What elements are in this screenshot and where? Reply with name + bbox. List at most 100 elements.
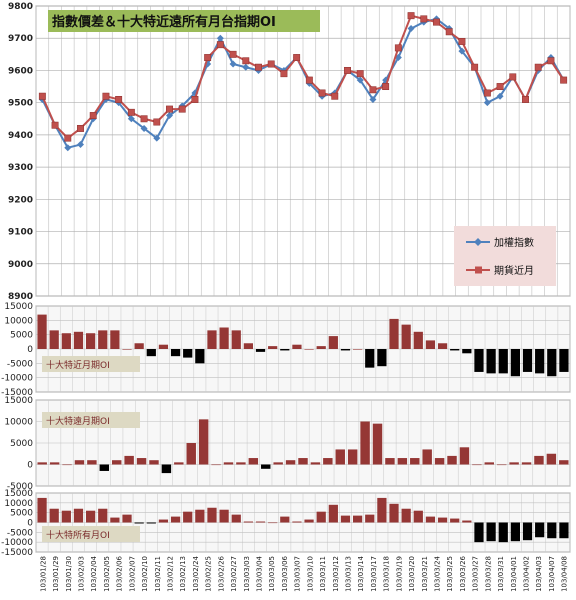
oi-bar bbox=[389, 503, 399, 523]
oi-bar bbox=[462, 349, 472, 354]
oi-bar bbox=[134, 522, 144, 524]
series-point bbox=[51, 121, 59, 129]
oi-bar bbox=[484, 462, 494, 465]
oi-y-tick-label: 0 bbox=[27, 461, 33, 471]
oi-bar bbox=[273, 462, 283, 465]
oi-bar bbox=[280, 349, 290, 351]
x-tick-label: 103/03/14 bbox=[357, 555, 365, 591]
oi-bar bbox=[219, 509, 229, 523]
oi-bar bbox=[422, 449, 432, 465]
oi-bar bbox=[136, 458, 147, 465]
chart-title: 指數價差＆十大特近遠所有月台指期OI bbox=[52, 14, 276, 30]
series-point bbox=[496, 83, 504, 91]
series-point bbox=[127, 108, 135, 116]
x-tick-label: 103/03/07 bbox=[294, 556, 302, 592]
oi-bar bbox=[243, 521, 253, 523]
oi-bar bbox=[372, 423, 383, 465]
x-tick-label: 103/02/03 bbox=[78, 556, 86, 592]
x-tick-label: 103/03/11 bbox=[319, 556, 327, 592]
oi-y-tick-label: 5000 bbox=[10, 509, 33, 519]
series-point bbox=[293, 54, 301, 62]
oi-bar bbox=[450, 349, 460, 351]
series-point bbox=[407, 12, 415, 20]
x-tick-label: 103/03/17 bbox=[370, 556, 378, 592]
oi-bar bbox=[413, 331, 423, 349]
oi-bar bbox=[410, 458, 420, 465]
oi-bar bbox=[365, 514, 375, 523]
oi-bar bbox=[486, 349, 496, 374]
x-tick-label: 103/03/13 bbox=[345, 556, 353, 592]
oi-bar bbox=[304, 349, 314, 350]
oi-bar bbox=[535, 349, 545, 374]
oi-panel-label-box bbox=[42, 412, 140, 428]
oi-bar bbox=[496, 464, 507, 466]
top-panel: 8900 9000 9100 9200 9300 9400 9500 9600 9700 9800… bbox=[8, 2, 571, 302]
top-y-tick-label: 9600 bbox=[8, 66, 33, 76]
oi-bar bbox=[61, 333, 71, 349]
oi-bar bbox=[447, 455, 457, 465]
oi-bar bbox=[37, 314, 47, 349]
oi-bar bbox=[122, 349, 132, 350]
oi-bar bbox=[170, 349, 181, 357]
series-point bbox=[64, 134, 72, 142]
x-tick-label: 103/02/10 bbox=[141, 556, 149, 592]
oi-bar bbox=[292, 521, 302, 523]
series-point bbox=[356, 70, 364, 78]
x-tick-label: 103/04/07 bbox=[548, 556, 556, 592]
oi-bar bbox=[385, 458, 395, 465]
series-point bbox=[216, 41, 224, 49]
x-tick-label: 103/02/06 bbox=[116, 555, 124, 591]
oi-bar bbox=[146, 522, 156, 524]
oi-bar bbox=[474, 349, 484, 372]
series-point bbox=[407, 25, 415, 33]
oi-bar bbox=[207, 330, 217, 349]
series-point bbox=[102, 92, 110, 100]
oi-bar bbox=[316, 511, 326, 523]
x-tick-label: 103/03/06 bbox=[281, 555, 289, 591]
top-y-tick-label: 9200 bbox=[8, 195, 33, 205]
series-point bbox=[547, 57, 555, 65]
oi-bar bbox=[146, 349, 156, 357]
oi-bar bbox=[243, 343, 253, 349]
top-y-tick-label: 9800 bbox=[8, 2, 33, 12]
legend-entry: 加權指數 bbox=[494, 236, 534, 249]
series-point bbox=[229, 60, 237, 68]
oi-bar bbox=[223, 462, 234, 465]
oi-bar bbox=[161, 464, 172, 474]
x-tick-label: 103/02/26 bbox=[217, 555, 225, 591]
oi-y-tick-label: 10000 bbox=[4, 316, 33, 326]
series-point bbox=[483, 89, 491, 97]
oi-bar bbox=[413, 510, 423, 523]
x-axis: 103/01/28 103/01/29 103/01/30 103/02/03 103/… bbox=[39, 555, 568, 591]
oi-bar bbox=[110, 330, 120, 349]
oi-bar bbox=[280, 516, 290, 523]
oi-bar bbox=[377, 497, 387, 523]
oi-bar bbox=[547, 522, 557, 539]
oi-bar bbox=[112, 460, 122, 465]
x-tick-label: 103/02/13 bbox=[179, 556, 187, 592]
x-tick-label: 103/03/20 bbox=[408, 556, 416, 592]
oi-bar bbox=[207, 507, 217, 523]
series-point bbox=[458, 37, 466, 45]
x-tick-label: 103/03/28 bbox=[484, 556, 492, 592]
x-tick-label: 103/03/10 bbox=[306, 556, 314, 592]
oi-bar bbox=[268, 522, 278, 524]
oi-bar bbox=[149, 460, 159, 465]
x-tick-label: 103/03/24 bbox=[434, 555, 442, 591]
series-point bbox=[356, 76, 364, 84]
top-y-tick-label: 9000 bbox=[8, 260, 33, 270]
oi-bar bbox=[437, 343, 448, 349]
oi-bar bbox=[353, 349, 363, 350]
x-tick-label: 103/04/08 bbox=[561, 556, 569, 592]
oi-y-tick-label: -5000 bbox=[7, 482, 33, 492]
series-point bbox=[445, 28, 453, 36]
oi-bar bbox=[498, 522, 508, 543]
series-point bbox=[38, 92, 46, 100]
oi-bar bbox=[73, 331, 84, 349]
oi-bar bbox=[534, 455, 544, 465]
x-tick-label: 103/01/30 bbox=[65, 556, 73, 592]
series-point bbox=[216, 34, 224, 42]
oi-bar bbox=[285, 460, 296, 465]
oi-bar bbox=[211, 464, 221, 466]
